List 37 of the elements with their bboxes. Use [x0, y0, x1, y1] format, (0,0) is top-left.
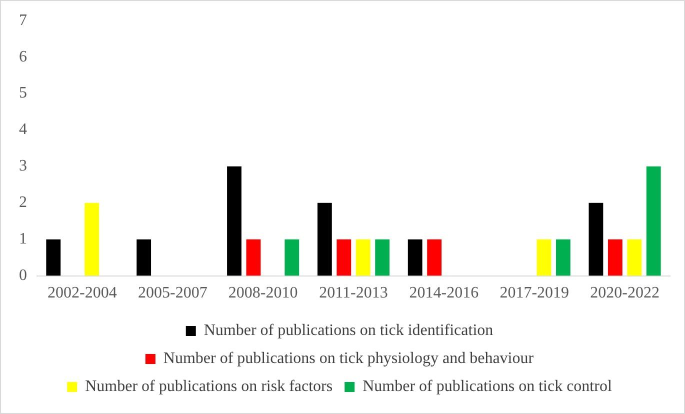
y-tick-label: 6 — [19, 48, 27, 66]
bar — [627, 239, 642, 276]
bar — [227, 166, 242, 276]
bar — [536, 239, 552, 276]
x-tick-label: 2002-2004 — [48, 284, 117, 302]
y-tick-label: 1 — [19, 230, 27, 248]
legend-label: Number of publications on tick identification — [204, 322, 494, 340]
bar — [84, 202, 100, 276]
x-tick-label: 2014-2016 — [409, 284, 479, 302]
bar — [356, 239, 370, 276]
y-tick-label: 2 — [19, 194, 27, 212]
x-tick-label: 2005-2007 — [138, 284, 208, 302]
x-tick-label: 2020-2022 — [590, 284, 660, 302]
bar — [284, 239, 300, 276]
x-tick-label: 2017-2019 — [500, 284, 570, 302]
bar — [246, 239, 261, 276]
y-tick-label: 4 — [19, 121, 27, 138]
bar — [427, 239, 442, 276]
bar — [608, 239, 622, 276]
legend-label: Number of publications on tick control — [362, 378, 612, 396]
x-tick-label: 2008-2010 — [228, 284, 298, 302]
x-tick-label: 2011-2013 — [319, 284, 388, 302]
bar — [375, 239, 390, 276]
bar — [646, 166, 661, 276]
y-tick-label: 0 — [19, 267, 27, 284]
bar — [408, 239, 422, 276]
y-tick-label: 3 — [19, 158, 27, 175]
bar — [46, 239, 61, 276]
bar — [556, 239, 570, 276]
legend-label: Number of publications on tick physiology and behaviour — [163, 350, 534, 368]
bar — [336, 239, 352, 276]
y-tick-label: 7 — [19, 12, 27, 29]
bar — [588, 202, 604, 276]
y-tick-label: 5 — [19, 84, 27, 102]
bar — [136, 239, 152, 276]
legend-label: Number of publications on risk factors — [85, 378, 333, 396]
bar — [317, 202, 332, 276]
